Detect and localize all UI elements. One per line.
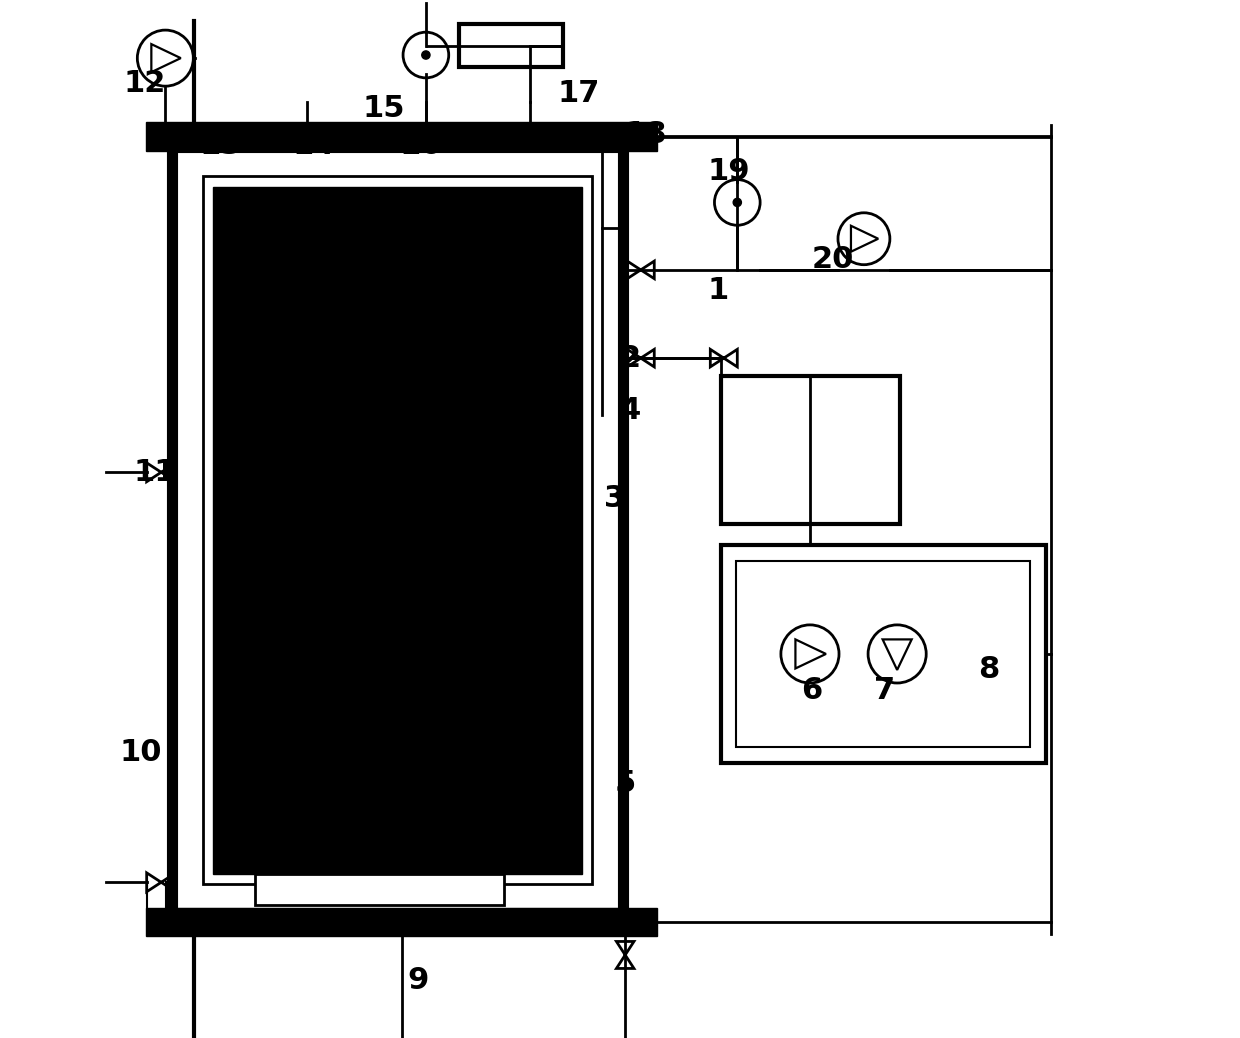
Text: 7: 7 [874,676,895,705]
Text: 11: 11 [134,458,176,487]
Bar [459,24,563,67]
Text: 15: 15 [362,94,404,124]
Text: 9: 9 [407,966,428,995]
Text: 5: 5 [615,769,636,798]
Bar [720,545,1045,763]
Text: 6: 6 [801,676,822,705]
Text: 13: 13 [200,131,242,160]
Text: 14: 14 [293,131,335,160]
Text: 12: 12 [124,69,166,98]
Text: 20: 20 [812,245,854,274]
Text: 8: 8 [978,655,999,684]
Circle shape [422,51,430,59]
Text: 4: 4 [620,395,641,425]
Bar [290,129,324,144]
Bar [213,187,582,874]
Bar [409,129,443,144]
Text: 2: 2 [620,344,641,373]
Text: 18: 18 [625,120,667,149]
Bar [585,129,619,144]
Text: 16: 16 [399,131,441,160]
Circle shape [733,198,742,207]
Bar [254,874,503,905]
Text: 1: 1 [708,276,729,305]
Bar [513,129,547,144]
Text: 19: 19 [708,157,750,186]
Text: 10: 10 [119,738,161,767]
Bar [202,176,591,884]
Bar [145,122,657,151]
Bar [720,376,900,524]
Text: 3: 3 [604,484,625,513]
Bar [171,147,624,913]
Text: 17: 17 [557,79,600,108]
Bar [145,908,657,936]
Bar [737,561,1030,747]
Bar [609,914,642,930]
